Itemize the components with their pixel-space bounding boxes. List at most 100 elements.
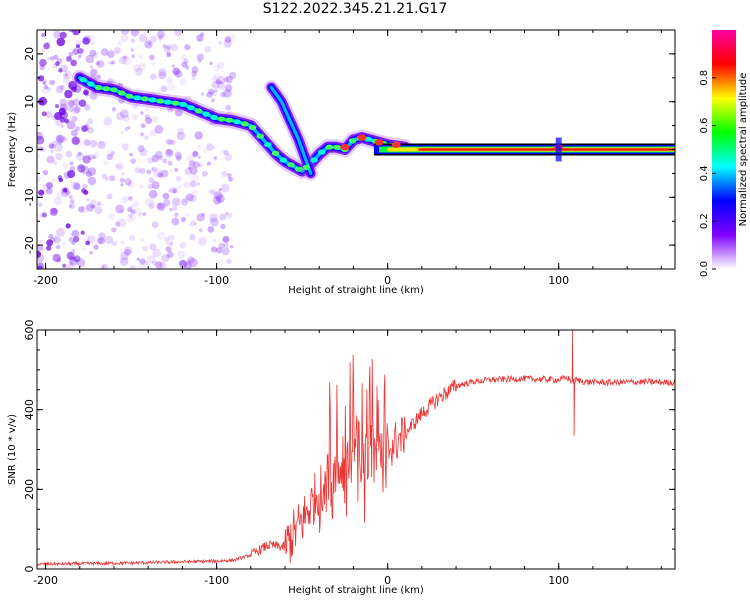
noise-speck bbox=[120, 240, 125, 245]
ridge-blob bbox=[318, 149, 326, 155]
noise-speck bbox=[53, 142, 63, 152]
noise-speck bbox=[171, 64, 176, 68]
snr-ytick-label: 400 bbox=[23, 399, 36, 420]
noise-speck bbox=[178, 185, 182, 189]
noise-speck bbox=[220, 183, 230, 193]
noise-speck bbox=[95, 61, 101, 66]
noise-speck bbox=[37, 250, 41, 258]
noise-speck bbox=[68, 106, 74, 113]
spectrogram-ytick-label: 10 bbox=[23, 95, 36, 109]
noise-speck bbox=[188, 222, 192, 226]
noise-speck bbox=[185, 196, 190, 201]
noise-speck bbox=[73, 84, 82, 93]
noise-speck bbox=[71, 106, 80, 115]
noise-speck bbox=[66, 120, 76, 130]
noise-speck bbox=[98, 232, 106, 240]
colorbar-tick-label: 0.0 bbox=[699, 261, 710, 277]
noise-speck bbox=[68, 204, 72, 208]
noise-speck bbox=[170, 139, 176, 145]
noise-speck bbox=[56, 258, 62, 263]
ridge-blob bbox=[202, 111, 211, 117]
noise-speck bbox=[119, 257, 129, 266]
noise-speck bbox=[37, 202, 43, 208]
ridge-blob bbox=[256, 133, 265, 139]
band-core bbox=[418, 148, 675, 151]
noise-speck bbox=[151, 221, 159, 229]
snr-ytick-label: 200 bbox=[23, 479, 36, 500]
noise-speck bbox=[216, 75, 226, 85]
noise-speck bbox=[148, 189, 158, 199]
hot-spot bbox=[374, 139, 384, 146]
noise-speck bbox=[143, 260, 149, 266]
noise-speck bbox=[134, 207, 143, 216]
noise-speck bbox=[115, 164, 119, 168]
noise-speck bbox=[139, 167, 146, 175]
noise-speck bbox=[94, 206, 103, 215]
noise-speck bbox=[167, 251, 174, 258]
noise-speck bbox=[192, 150, 199, 156]
noise-speck bbox=[81, 188, 87, 194]
noise-speck bbox=[57, 139, 63, 145]
noise-speck bbox=[175, 155, 182, 161]
noise-speck bbox=[176, 131, 186, 141]
noise-speck bbox=[62, 76, 71, 85]
noise-speck bbox=[138, 263, 146, 269]
hot-spot bbox=[340, 143, 350, 151]
noise-speck bbox=[37, 146, 43, 152]
ridge-blob bbox=[141, 96, 149, 102]
spectrogram-xtick-label: 100 bbox=[548, 274, 569, 287]
noise-speck bbox=[224, 36, 232, 43]
noise-speck bbox=[97, 140, 106, 149]
noise-speck bbox=[162, 192, 170, 200]
noise-speck bbox=[154, 125, 164, 134]
noise-speck bbox=[137, 145, 145, 153]
snr-xlabel: Height of straight line (km) bbox=[288, 585, 424, 596]
noise-speck bbox=[217, 82, 226, 90]
spectrogram-ytick-label: 20 bbox=[23, 47, 36, 61]
snr-ytick-label: 600 bbox=[23, 320, 36, 341]
noise-speck bbox=[160, 85, 168, 93]
noise-speck bbox=[224, 153, 233, 162]
noise-speck bbox=[164, 237, 170, 243]
ridge-blob bbox=[333, 144, 342, 150]
noise-speck bbox=[139, 258, 146, 265]
ridge-blob bbox=[210, 114, 218, 120]
noise-speck bbox=[172, 67, 181, 76]
ridge-blob bbox=[348, 138, 357, 144]
noise-speck bbox=[201, 212, 206, 217]
noise-speck bbox=[127, 196, 133, 201]
ridge-blob bbox=[241, 121, 249, 127]
noise-speck bbox=[85, 54, 95, 64]
noise-speck bbox=[188, 160, 196, 167]
noise-speck bbox=[224, 84, 233, 92]
noise-speck bbox=[196, 182, 200, 186]
noise-speck bbox=[167, 106, 174, 113]
noise-speck bbox=[89, 91, 98, 100]
noise-speck bbox=[200, 92, 205, 96]
noise-speck bbox=[87, 127, 94, 134]
noise-speck bbox=[96, 201, 102, 207]
noise-speck bbox=[78, 206, 85, 213]
ridge-blob bbox=[302, 164, 311, 170]
noise-speck bbox=[156, 202, 164, 209]
noise-speck bbox=[70, 129, 78, 137]
noise-speck bbox=[210, 246, 218, 253]
noise-speck bbox=[196, 213, 205, 222]
snr-plot-area bbox=[37, 330, 675, 567]
noise-speck bbox=[62, 162, 69, 169]
noise-speck bbox=[220, 92, 226, 98]
noise-speck bbox=[121, 172, 125, 176]
noise-speck bbox=[209, 61, 213, 65]
noise-speck bbox=[127, 126, 131, 130]
noise-speck bbox=[200, 32, 205, 37]
noise-speck bbox=[45, 245, 52, 251]
noise-speck bbox=[42, 80, 47, 84]
noise-speck bbox=[167, 160, 173, 166]
noise-speck bbox=[212, 145, 217, 150]
ridge-blob bbox=[225, 117, 234, 123]
noise-speck bbox=[41, 212, 47, 218]
noise-speck bbox=[133, 64, 141, 72]
noise-speck bbox=[162, 44, 167, 49]
snr-series-line bbox=[37, 330, 675, 567]
noise-speck bbox=[206, 161, 211, 166]
